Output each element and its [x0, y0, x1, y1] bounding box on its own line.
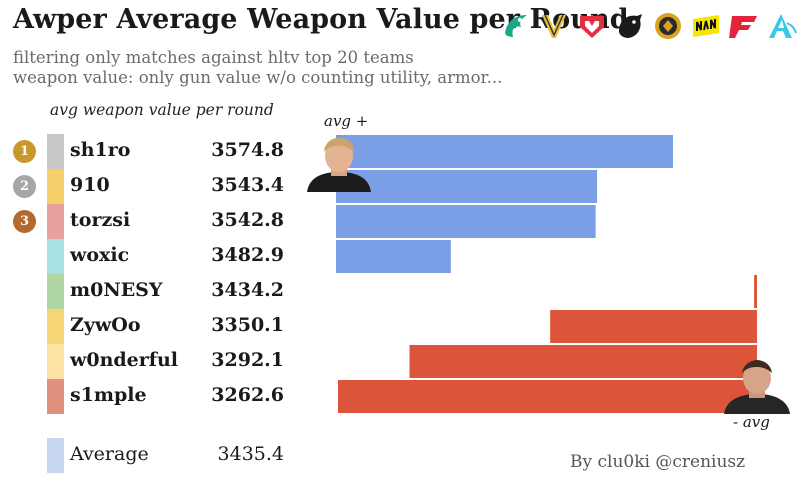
player-value: 3542.8: [211, 209, 284, 231]
team-logos: [500, 10, 797, 41]
bar-above-average: [336, 205, 596, 238]
author-credit: By clu0ki @creniusz: [570, 452, 746, 472]
chart-subtitle-definition: weapon value: only gun value w/o countin…: [13, 68, 503, 87]
player-value: 3262.6: [211, 384, 284, 406]
player-name: torzsi: [70, 209, 131, 231]
player-color-swatch: [47, 344, 64, 379]
average-color-swatch: [47, 438, 64, 473]
table-row: ZywOo 3350.1: [0, 309, 300, 344]
navi-logo-icon: [690, 10, 721, 41]
mouz-logo-icon: [576, 10, 607, 41]
player-color-swatch: [47, 169, 64, 204]
player-name: m0NESY: [70, 279, 163, 301]
s1mple-avatar: [722, 356, 792, 418]
table-row: woxic 3482.9: [0, 239, 300, 274]
player-name: s1mple: [70, 384, 147, 406]
player-color-swatch: [47, 134, 64, 169]
table-row: s1mple 3262.6: [0, 379, 300, 414]
player-value: 3350.1: [211, 314, 284, 336]
table-row: w0nderful 3292.1: [0, 344, 300, 379]
faze-logo-icon: [728, 10, 759, 41]
rank-medal-icon: 1: [13, 140, 36, 163]
player-color-swatch: [47, 204, 64, 239]
value-column-header: avg weapon value per round: [50, 101, 274, 119]
rank-medal-icon: 2: [13, 175, 36, 198]
player-color-swatch: [47, 379, 64, 414]
spirit-logo-icon: [614, 10, 645, 41]
bar-below-average: [409, 345, 757, 378]
table-row: 2 910 3543.4: [0, 169, 300, 204]
rank-medal-icon: 3: [13, 210, 36, 233]
table-row: 3 torzsi 3542.8: [0, 204, 300, 239]
bar-above-average: [336, 240, 451, 273]
player-value: 3482.9: [211, 244, 284, 266]
liquid-logo-icon: [766, 10, 797, 41]
player-color-swatch: [47, 309, 64, 344]
falcons-logo-icon: [500, 10, 531, 41]
vitality-logo-icon: [538, 10, 569, 41]
player-name: 910: [70, 174, 110, 196]
chart-subtitle-filter: filtering only matches against hltv top …: [13, 48, 414, 67]
player-color-swatch: [47, 239, 64, 274]
bar-above-average: [336, 170, 598, 203]
below-average-annotation: - avg: [733, 413, 770, 431]
bar-below-average: [338, 380, 757, 413]
player-name: sh1ro: [70, 139, 131, 161]
sh1ro-avatar: [305, 134, 373, 196]
player-value: 3543.4: [211, 174, 284, 196]
player-name: w0nderful: [70, 349, 178, 371]
player-value: 3434.2: [211, 279, 284, 301]
bar-above-average: [336, 135, 673, 168]
mongolz-logo-icon: [652, 10, 683, 41]
bar-below-average: [550, 310, 757, 343]
player-name: woxic: [70, 244, 130, 266]
player-color-swatch: [47, 274, 64, 309]
table-row: m0NESY 3434.2: [0, 274, 300, 309]
player-value: 3292.1: [211, 349, 284, 371]
table-row: 1 sh1ro 3574.8: [0, 134, 300, 169]
above-average-annotation: avg +: [324, 112, 369, 130]
average-row: Average 3435.4: [0, 438, 300, 473]
average-label: Average: [70, 443, 149, 465]
average-value: 3435.4: [217, 443, 284, 465]
player-value: 3574.8: [211, 139, 284, 161]
player-name: ZywOo: [70, 314, 141, 336]
chart-title: Awper Average Weapon Value per Round: [13, 4, 629, 35]
